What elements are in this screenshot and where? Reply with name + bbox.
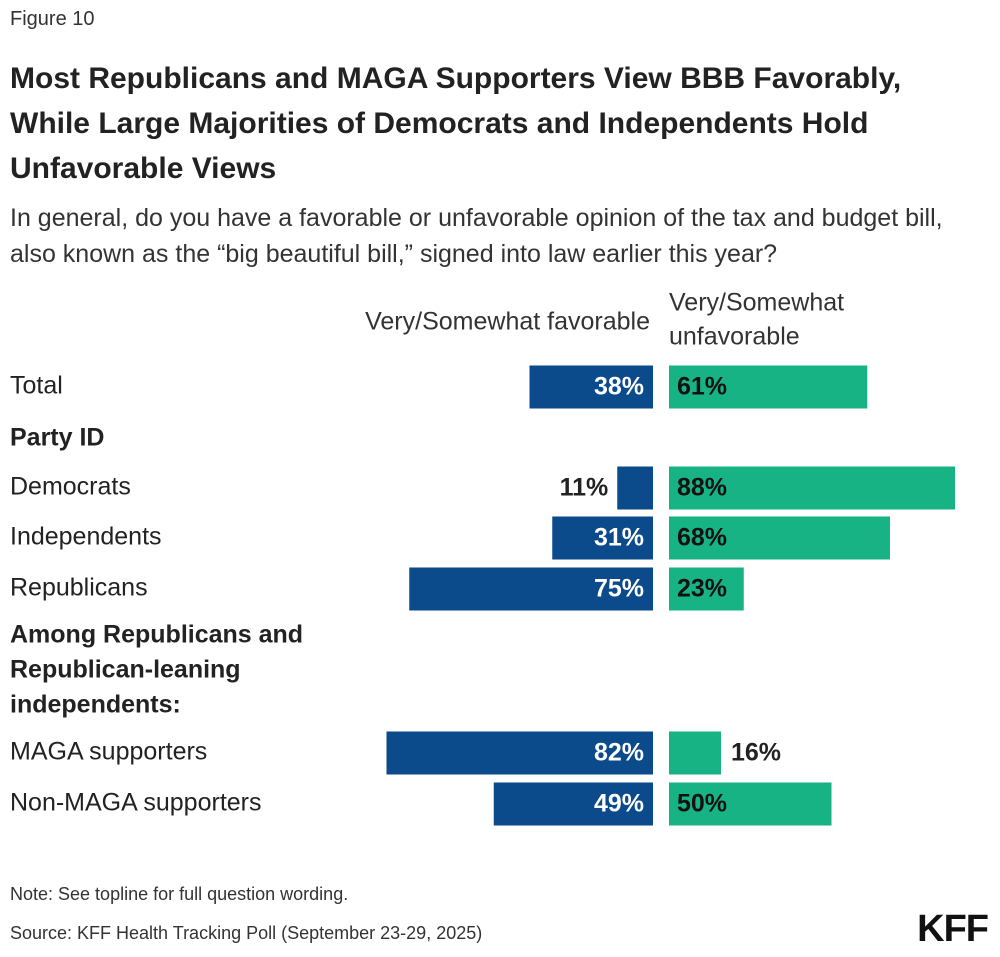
diverging-bar-chart: Very/Somewhat favorable Very/Somewhat unfa… [10,289,955,826]
bar-favorable [552,516,653,560]
data-label-favorable: 49% [594,790,644,818]
bar-favorable [529,365,653,409]
legend-unfavorable-label: Very/Somewhat [669,289,844,317]
category-label: Non-MAGA supporters [10,789,262,817]
data-label-unfavorable: 16% [731,739,781,767]
data-label-favorable: 38% [594,373,644,401]
category-label: Independents [10,523,162,551]
data-label-unfavorable: 61% [677,373,727,401]
source-text: Source: KFF Health Tracking Poll (Septem… [10,923,483,943]
bar-unfavorable [669,567,744,611]
note-text: Note: See topline for full question word… [10,884,349,904]
group-header-label: independents: [10,691,181,719]
bar-unfavorable [669,782,832,826]
figure-label: Figure 10 [10,8,95,30]
category-label: Republicans [10,574,148,602]
bar-unfavorable [669,731,721,775]
group-header-label: Party ID [10,424,104,452]
chart-subtitle: In general, do you have a favorable or u… [10,204,943,268]
bar-unfavorable [669,466,955,510]
data-label-unfavorable: 23% [677,575,727,603]
bar-unfavorable [669,516,890,560]
bar-favorable [617,466,653,510]
kff-logo: KFF [917,908,989,950]
data-label-favorable: 31% [594,524,644,552]
bar-favorable [493,782,653,826]
category-label: Democrats [10,473,131,501]
category-label: MAGA supporters [10,738,207,766]
legend-favorable-label: Very/Somewhat favorable [365,308,650,336]
data-label-unfavorable: 50% [677,790,727,818]
data-label-favorable: 11% [560,474,609,502]
data-label-favorable: 75% [594,575,644,603]
data-label-unfavorable: 88% [677,474,727,502]
bar-favorable [409,567,653,611]
chart-title: Most Republicans and MAGA Supporters Vie… [10,62,902,185]
group-header-label: Among Republicans and [10,621,303,649]
bar-favorable [386,731,653,775]
bar-unfavorable [669,365,868,409]
legend-unfavorable-label: unfavorable [669,323,800,351]
data-label-favorable: 82% [594,739,644,767]
group-header-label: Republican-leaning [10,656,241,684]
data-label-unfavorable: 68% [677,524,727,552]
category-label: Total [10,372,63,400]
